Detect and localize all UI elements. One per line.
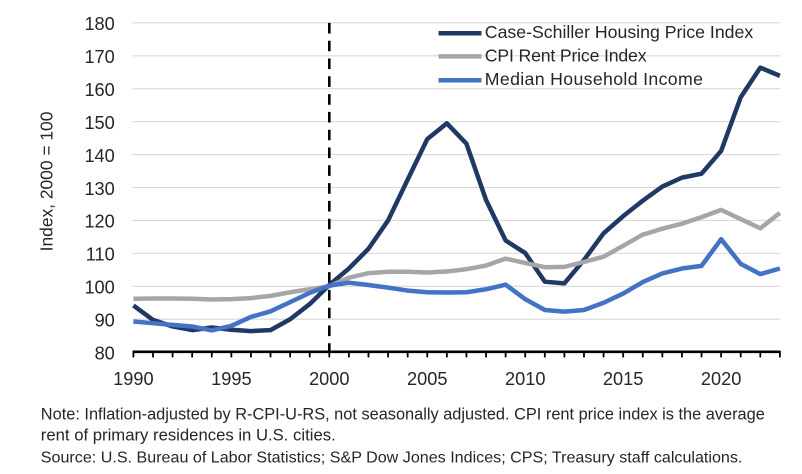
- svg-text:Note: Inflation-adjusted by R: Note: Inflation-adjusted by R-CPI-U-RS, …: [41, 406, 765, 424]
- svg-text:110: 110: [86, 245, 115, 265]
- svg-text:140: 140: [84, 146, 114, 166]
- svg-text:120: 120: [84, 212, 114, 232]
- svg-text:Source: U.S. Bureau of Labor S: Source: U.S. Bureau of Labor Statistics;…: [41, 449, 743, 467]
- svg-text:CPI Rent Price Index: CPI Rent Price Index: [485, 45, 647, 65]
- svg-text:2010: 2010: [505, 369, 545, 389]
- svg-text:180: 180: [84, 14, 114, 34]
- svg-text:Case-Schiller Housing Price In: Case-Schiller Housing Price Index: [485, 22, 754, 42]
- svg-text:2015: 2015: [603, 369, 643, 389]
- svg-text:1990: 1990: [113, 369, 153, 389]
- svg-text:170: 170: [84, 47, 114, 67]
- svg-text:160: 160: [84, 80, 114, 100]
- svg-text:1995: 1995: [211, 369, 251, 389]
- svg-text:130: 130: [84, 179, 114, 199]
- svg-text:2000: 2000: [309, 369, 349, 389]
- svg-text:Index, 2000 = 100: Index, 2000 = 100: [36, 112, 56, 252]
- svg-text:150: 150: [84, 113, 114, 133]
- svg-text:2020: 2020: [701, 369, 741, 389]
- svg-text:Median Household Income: Median Household Income: [485, 69, 703, 89]
- svg-text:90: 90: [95, 311, 115, 331]
- svg-text:rent of primary residences in: rent of primary residences in U.S. citie…: [41, 426, 336, 445]
- svg-text:100: 100: [84, 278, 114, 298]
- svg-text:80: 80: [95, 343, 115, 363]
- svg-text:2005: 2005: [407, 369, 447, 389]
